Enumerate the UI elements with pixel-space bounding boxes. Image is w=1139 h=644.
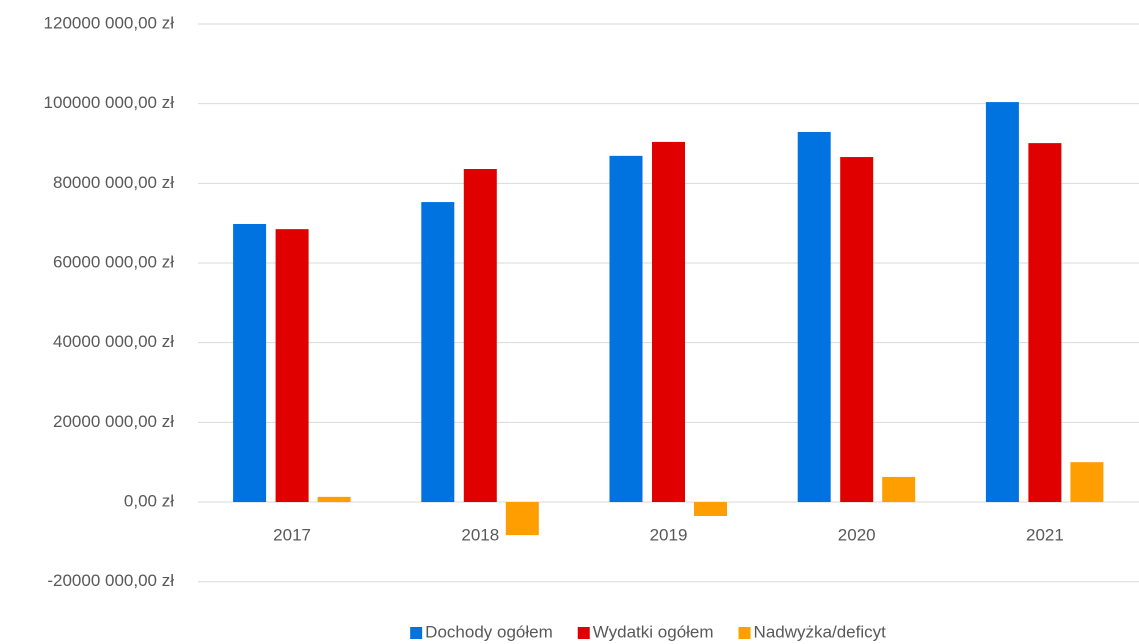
bar [421, 202, 455, 503]
x-tick-label: 2017 [273, 526, 311, 545]
bar [463, 169, 497, 503]
bar [985, 102, 1019, 503]
legend-label: Dochody ogółem [425, 622, 553, 641]
bar [275, 229, 309, 503]
bar [840, 157, 874, 503]
y-tick-label: 120000 000,00 zł [44, 13, 175, 32]
x-tick-label: 2021 [1026, 526, 1064, 545]
y-tick-label: 60000 000,00 zł [53, 252, 174, 271]
y-tick-label: 40000 000,00 zł [53, 332, 174, 351]
x-tick-label: 2020 [838, 526, 876, 545]
x-tick-label: 2018 [461, 526, 499, 545]
y-tick-label: 20000 000,00 zł [53, 412, 174, 431]
bar [652, 141, 685, 503]
legend-swatch [410, 627, 423, 639]
y-tick-label: 100000 000,00 zł [44, 93, 175, 112]
bar [797, 131, 831, 503]
legend-swatch [577, 627, 590, 639]
legend-label: Nadwyżka/deficyt [754, 622, 887, 641]
bar [609, 155, 643, 503]
bar [1070, 462, 1104, 503]
bar [505, 502, 539, 536]
bar [317, 496, 351, 503]
y-tick-label: -20000 000,00 zł [47, 571, 174, 590]
x-tick-label: 2019 [650, 526, 688, 545]
bar [1028, 143, 1062, 503]
legend-label: Wydatki ogółem [593, 622, 714, 641]
bar [233, 223, 267, 503]
y-tick-label: 0,00 zł [124, 492, 174, 511]
legend-swatch [738, 627, 751, 639]
y-tick-label: 80000 000,00 zł [53, 173, 174, 192]
bar [882, 476, 916, 503]
bar [694, 502, 727, 516]
